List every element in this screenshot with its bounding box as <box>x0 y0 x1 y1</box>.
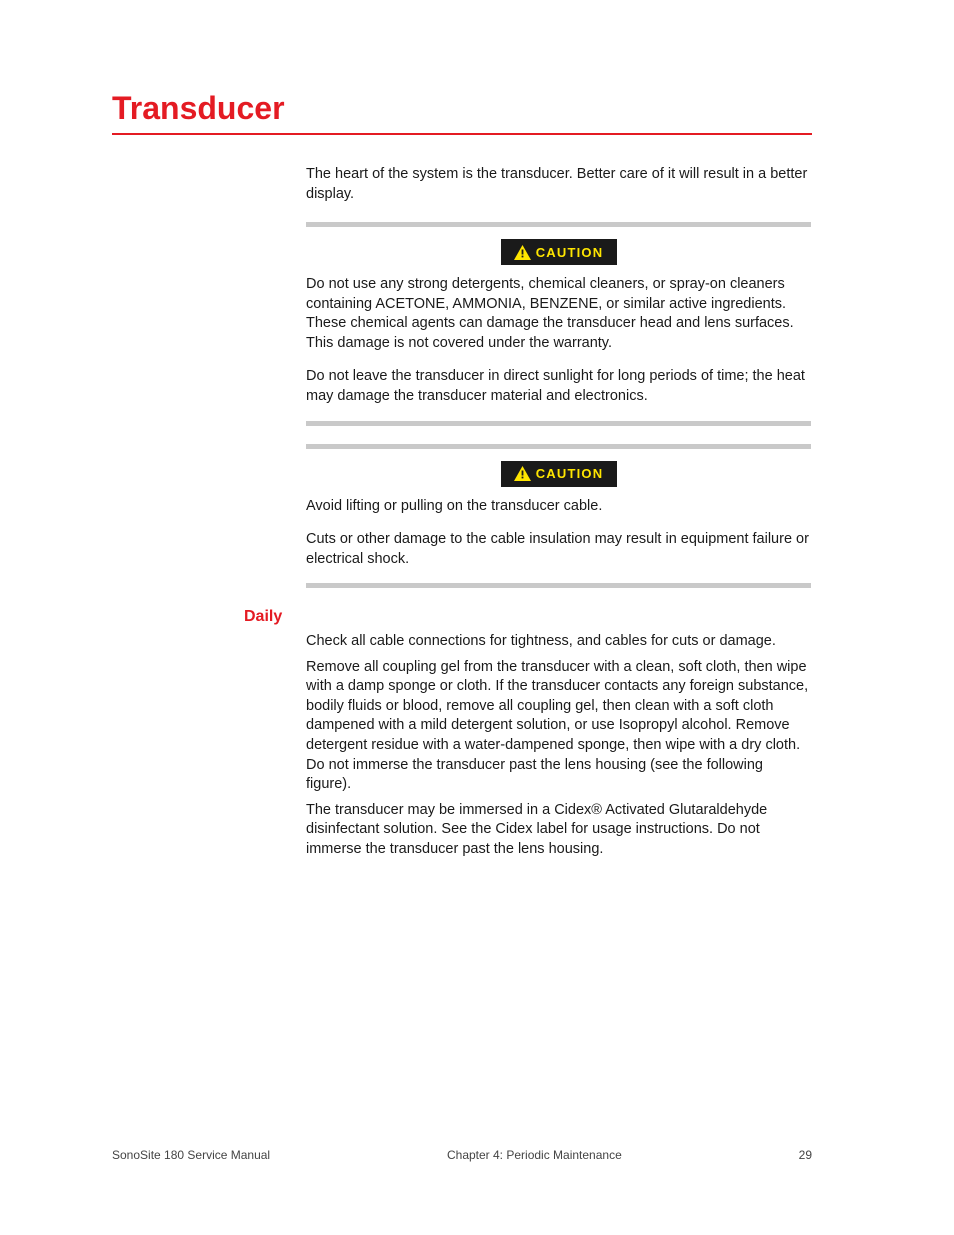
intro-text: The heart of the system is the transduce… <box>306 165 811 204</box>
caution-badge: CAUTION <box>501 239 617 265</box>
warning-icon <box>514 466 531 481</box>
warning-icon <box>514 245 531 260</box>
caution-label: CAUTION <box>536 245 604 260</box>
divider <box>306 421 811 426</box>
footer-center: Chapter 4: Periodic Maintenance <box>447 1148 622 1162</box>
title-rule <box>112 133 812 135</box>
divider <box>306 444 811 449</box>
caution-block-2: CAUTION Avoid lifting or pulling on the … <box>306 444 811 589</box>
section-title: Transducer <box>112 90 884 127</box>
caution-1-p1: Do not use any strong detergents, chemic… <box>306 275 811 353</box>
caution-block-1: CAUTION Do not use any strong detergents… <box>306 222 811 425</box>
page-footer: SonoSite 180 Service Manual Chapter 4: P… <box>112 1148 812 1162</box>
daily-p1: Check all cable connections for tightnes… <box>306 632 811 652</box>
divider <box>306 583 811 588</box>
daily-p3: The transducer may be immersed in a Cide… <box>306 801 811 860</box>
caution-label: CAUTION <box>536 466 604 481</box>
footer-left: SonoSite 180 Service Manual <box>112 1148 270 1162</box>
caution-2-p2: Cuts or other damage to the cable insula… <box>306 530 811 569</box>
caution-badge: CAUTION <box>501 461 617 487</box>
daily-p2: Remove all coupling gel from the transdu… <box>306 658 811 795</box>
footer-right: 29 <box>799 1148 812 1162</box>
daily-heading: Daily <box>244 608 282 625</box>
caution-1-p2: Do not leave the transducer in direct su… <box>306 367 811 406</box>
daily-heading-row: Daily <box>70 608 884 626</box>
caution-2-p1: Avoid lifting or pulling on the transduc… <box>306 497 811 517</box>
divider <box>306 222 811 227</box>
page: Transducer The heart of the system is th… <box>0 0 954 859</box>
